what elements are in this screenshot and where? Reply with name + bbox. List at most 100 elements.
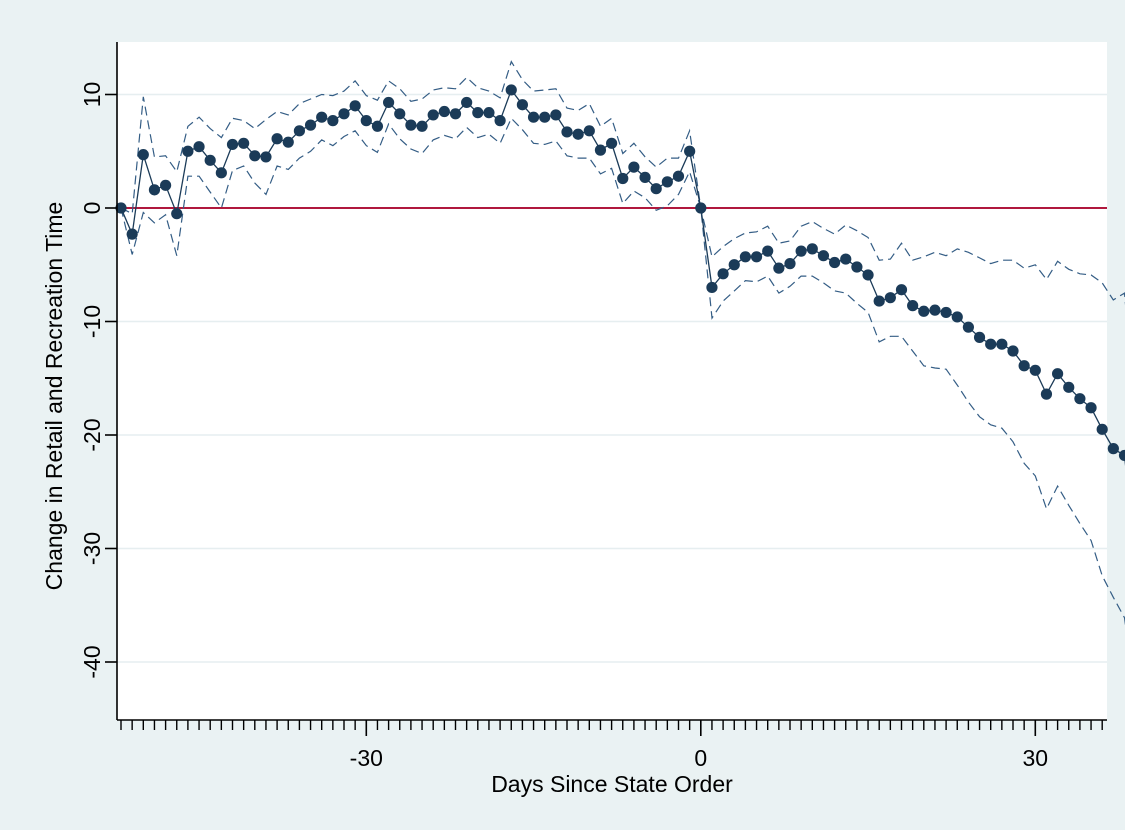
estimate-point	[895, 284, 908, 296]
estimate-point	[628, 161, 640, 173]
y-tick-label: -30	[79, 532, 105, 565]
estimate-point	[962, 321, 975, 333]
estimate-point	[706, 281, 718, 294]
estimate-point	[985, 338, 997, 350]
y-tick-label: -20	[79, 418, 105, 451]
estimate-point	[650, 183, 662, 195]
estimate-point	[1029, 364, 1041, 376]
upper-confidence-line	[120, 60, 1125, 306]
estimate-point	[293, 125, 305, 137]
y-tick-label: 0	[79, 202, 105, 215]
estimate-point	[851, 261, 863, 273]
estimate-point	[1040, 388, 1053, 400]
estimate-point	[126, 228, 138, 240]
estimate-point	[505, 84, 517, 96]
estimate-point	[249, 150, 261, 162]
x-tick-label: 0	[694, 745, 707, 771]
estimate-point	[1085, 402, 1097, 414]
x-tick-label: -30	[350, 745, 383, 771]
estimate-point	[784, 258, 796, 270]
confidence-bands	[120, 60, 1125, 626]
estimate-point	[996, 338, 1008, 350]
estimate-point	[160, 179, 172, 191]
estimate-point	[516, 99, 529, 111]
estimate-point	[1074, 393, 1086, 405]
estimate-point	[260, 151, 272, 163]
estimate-point	[750, 251, 763, 263]
estimate-point	[739, 251, 752, 263]
estimate-point	[449, 108, 462, 120]
estimate-point	[918, 305, 930, 317]
estimate-point	[1052, 368, 1064, 380]
estimate-point	[416, 120, 428, 132]
estimate-point	[461, 96, 473, 109]
estimate-point	[817, 250, 830, 262]
grid-lines	[117, 93, 1107, 663]
estimate-point	[951, 311, 963, 323]
estimate-point	[304, 119, 317, 131]
estimate-point	[873, 295, 885, 307]
estimate-point	[438, 105, 450, 118]
estimate-point	[840, 253, 852, 265]
estimate-point	[1007, 345, 1019, 357]
estimate-point	[550, 109, 562, 121]
estimate-point	[1107, 443, 1119, 455]
estimate-point	[728, 259, 740, 271]
x-axis-ticks: -30 0 30	[120, 720, 1103, 771]
estimate-point	[572, 128, 584, 140]
estimate-point	[282, 136, 294, 148]
estimate-point	[1063, 381, 1075, 393]
estimate-point	[371, 120, 384, 132]
estimate-point	[862, 269, 874, 281]
y-axis-ticks: 10 0 -10 -20 -30 -40	[79, 82, 117, 679]
estimate-point	[360, 115, 372, 127]
estimate-point	[171, 208, 183, 220]
estimate-point	[795, 245, 807, 257]
estimate-point	[672, 170, 685, 182]
estimate-point	[884, 292, 896, 304]
estimate-point	[494, 115, 506, 127]
estimate-point	[115, 202, 127, 214]
estimate-point	[684, 145, 696, 157]
estimate-point	[238, 137, 250, 149]
lower-confidence-line	[120, 117, 1125, 626]
estimate-point	[717, 268, 729, 280]
estimate-point	[383, 96, 395, 109]
x-tick-label: 30	[1023, 745, 1049, 771]
estimate-point	[483, 107, 495, 119]
estimate-point	[561, 126, 573, 138]
estimate-point	[394, 108, 406, 120]
estimate-point	[907, 300, 919, 312]
y-tick-label: 10	[79, 82, 105, 108]
estimate-point	[606, 137, 618, 149]
estimate-point	[1118, 449, 1125, 462]
estimate-point	[427, 109, 439, 121]
estimate-point	[806, 243, 818, 255]
estimate-point	[182, 145, 194, 157]
estimate-point	[204, 154, 216, 166]
estimate-point	[829, 256, 841, 269]
estimate-point	[527, 111, 540, 123]
y-axis-label: Change in Retail and Recreation Time	[41, 202, 67, 591]
estimate-point	[405, 119, 417, 131]
estimate-point	[617, 172, 629, 185]
estimate-point	[695, 202, 707, 214]
estimate-point	[193, 141, 205, 153]
estimate-point	[594, 144, 607, 156]
estimate-point	[973, 331, 986, 343]
y-tick-label: -10	[79, 305, 105, 338]
estimate-point	[327, 115, 339, 127]
estimate-point	[762, 245, 774, 257]
estimate-point	[271, 133, 283, 145]
estimate-point	[137, 149, 149, 161]
plot-area	[117, 42, 1107, 720]
estimate-point	[349, 100, 361, 112]
y-tick-label: -40	[79, 645, 105, 678]
estimate-point	[639, 171, 651, 183]
estimate-point	[226, 138, 239, 151]
estimate-point	[583, 125, 595, 137]
x-axis-label: Days Since State Order	[491, 771, 733, 797]
estimate-point	[472, 107, 484, 119]
estimate-point	[773, 262, 785, 274]
